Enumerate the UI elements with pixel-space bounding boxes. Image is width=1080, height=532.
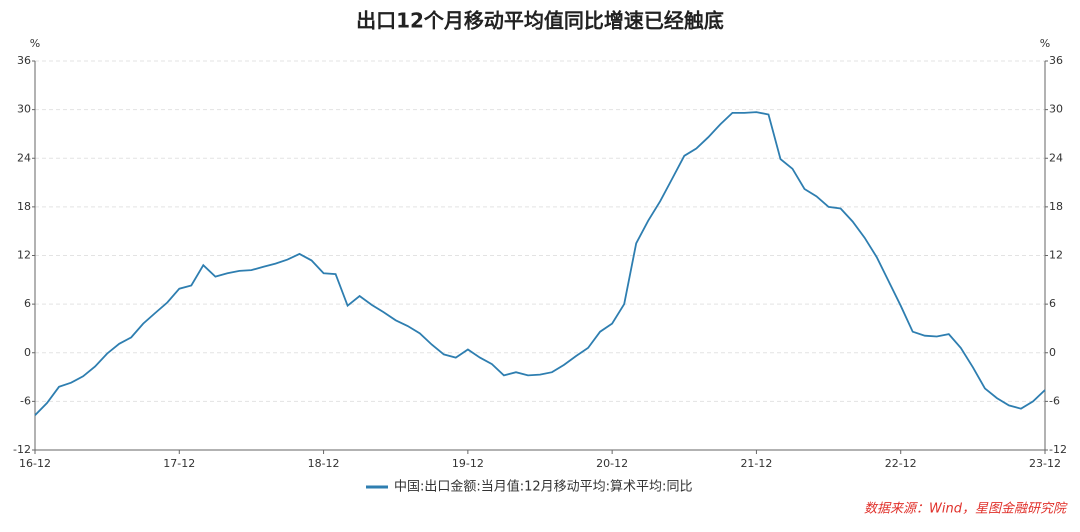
y2-tick-label: 12 (1049, 249, 1063, 262)
x-tick-label: 16-12 (19, 457, 51, 470)
x-tick-label: 22-12 (885, 457, 917, 470)
y-tick-label: -6 (20, 394, 31, 407)
y-tick-label: 0 (24, 346, 31, 359)
y-tick-label: 36 (17, 54, 31, 67)
y-tick-label: 6 (24, 297, 31, 310)
x-tick-label: 19-12 (452, 457, 484, 470)
x-tick-label: 23-12 (1029, 457, 1061, 470)
chart-title: 出口12个月移动平均值同比增速已经触底 (356, 9, 724, 33)
y2-tick-label: -12 (1049, 443, 1067, 456)
y-tick-label: 24 (17, 151, 31, 164)
y2-tick-label: 18 (1049, 200, 1063, 213)
source-note: 数据来源：Wind，星图金融研究院 (864, 501, 1068, 517)
x-tick-label: 21-12 (740, 457, 772, 470)
y-tick-label: 18 (17, 200, 31, 213)
x-tick-label: 17-12 (163, 457, 195, 470)
line (34, 111, 1046, 416)
y-unit: % (30, 37, 40, 50)
y2-tick-label: 0 (1049, 346, 1056, 359)
y-tick-label: 12 (17, 249, 31, 262)
y2-tick-label: 6 (1049, 297, 1056, 310)
y-tick-label: -12 (13, 443, 31, 456)
y2-unit: % (1040, 37, 1050, 50)
x-tick-label: 20-12 (596, 457, 628, 470)
y2-tick-label: -6 (1049, 394, 1060, 407)
y2-tick-label: 24 (1049, 151, 1063, 164)
legend-label: 中国:出口金额:当月值:12月移动平均:算术平均:同比 (394, 479, 692, 495)
x-tick-label: 18-12 (308, 457, 340, 470)
y2-tick-label: 30 (1049, 103, 1063, 116)
y2-tick-label: 36 (1049, 54, 1063, 67)
y-tick-label: 30 (17, 103, 31, 116)
